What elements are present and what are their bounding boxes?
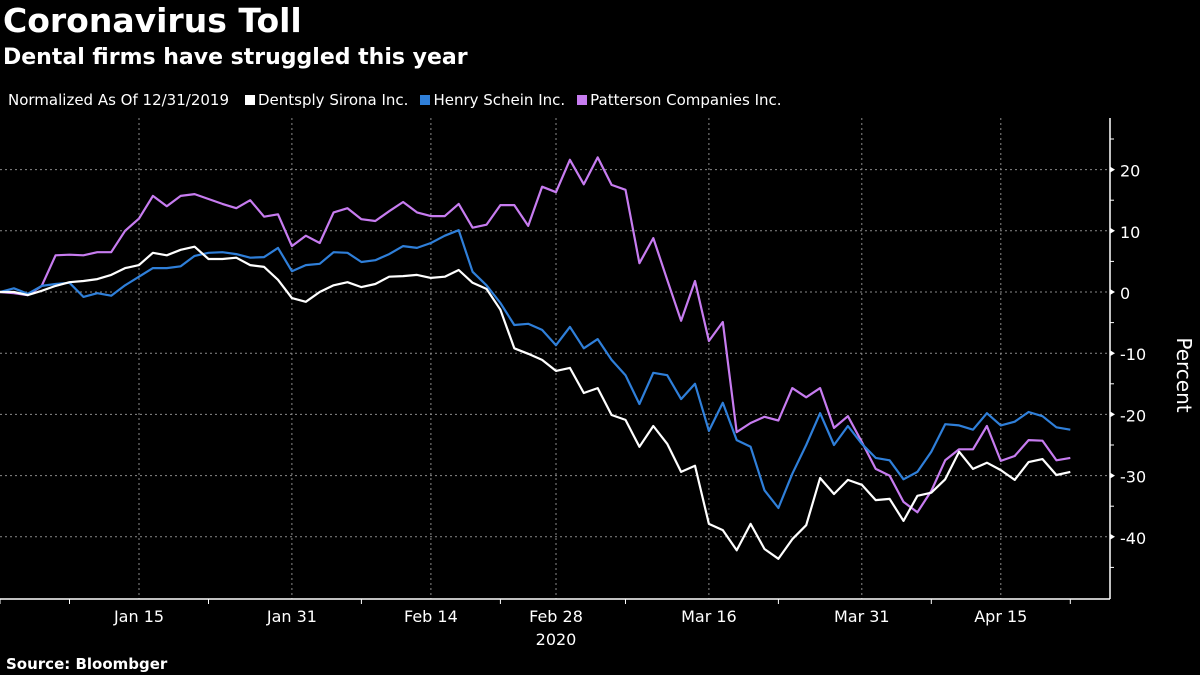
- gridlines: [0, 118, 1110, 599]
- y-tick-label: -20: [1120, 406, 1146, 425]
- y-tick-label: -30: [1120, 468, 1146, 487]
- source-note: Source: Bloombger: [6, 655, 168, 673]
- legend-label-dentsply: Dentsply Sirona Inc.: [258, 91, 409, 109]
- x-tick-label: Apr 15: [974, 607, 1027, 626]
- axes: [0, 118, 1115, 604]
- y-tick-mark: [1110, 166, 1115, 173]
- y-tick-mark: [1110, 411, 1115, 418]
- y-tick-label: -40: [1120, 529, 1146, 548]
- legend-swatch-patterson: [577, 95, 588, 105]
- x-tick-label: Mar 31: [834, 607, 890, 626]
- y-tick-label: -10: [1120, 345, 1146, 364]
- x-tick-label: Jan 15: [113, 607, 164, 626]
- y-tick-mark: [1110, 472, 1115, 479]
- x-tick-label: Mar 16: [681, 607, 737, 626]
- legend-swatch-dentsply: [245, 95, 255, 105]
- y-tick-mark: [1110, 533, 1115, 540]
- legend-item-dentsply: Dentsply Sirona Inc.: [245, 91, 408, 109]
- series-line-henry-schein: [0, 229, 1071, 510]
- legend-item-henry-schein: Henry Schein Inc.: [420, 91, 565, 109]
- series-line-patterson: [0, 156, 1071, 514]
- chart-title: Coronavirus Toll: [3, 1, 302, 40]
- y-tick-label: 20: [1120, 162, 1140, 181]
- legend-normalization-note: Normalized As Of 12/31/2019: [8, 91, 229, 109]
- legend-swatch-henry-schein: [420, 95, 431, 105]
- x-year-label: 2020: [536, 630, 577, 649]
- x-tick-label: Jan 31: [266, 607, 317, 626]
- legend: Normalized As Of 12/31/2019 Dentsply Sir…: [8, 91, 794, 109]
- x-tick-label: Feb 14: [404, 607, 458, 626]
- x-tick-label: Feb 28: [529, 607, 583, 626]
- series-line-dentsply: [0, 245, 1071, 560]
- chart-subtitle: Dental firms have struggled this year: [3, 45, 468, 70]
- series-lines: [0, 156, 1071, 560]
- legend-label-henry-schein: Henry Schein Inc.: [433, 91, 566, 109]
- y-axis-title: Percent: [1172, 337, 1196, 412]
- y-tick-mark: [1110, 227, 1115, 234]
- y-tick-mark: [1110, 350, 1115, 357]
- legend-label-patterson: Patterson Companies Inc.: [590, 91, 782, 109]
- y-tick-label: 0: [1120, 284, 1130, 303]
- y-tick-label: 10: [1120, 223, 1140, 242]
- y-tick-mark: [1110, 289, 1115, 295]
- tick-labels: 20 10 0 -10 -20 -30 -40 Jan 15 Jan 31 Feb 14 Feb 2…: [113, 162, 1196, 649]
- legend-item-patterson: Patterson Companies Inc.: [577, 91, 782, 109]
